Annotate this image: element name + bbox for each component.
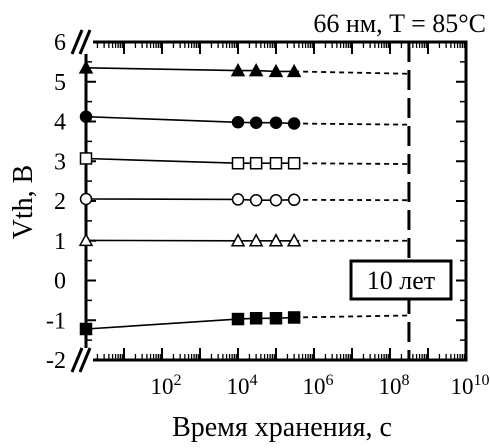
series-group: [78, 232, 409, 247]
data-point: [286, 233, 302, 247]
series-line: [85, 157, 295, 164]
x-tick-label: 108: [379, 372, 410, 399]
data-point: [249, 193, 263, 207]
data-point: [79, 110, 93, 123]
data-point: [231, 193, 245, 206]
y-tick-label: 6: [54, 30, 66, 56]
data-point: [231, 312, 245, 326]
x-tick-label: 106: [303, 372, 334, 399]
extrapolation-line: [294, 162, 409, 165]
data-point: [287, 117, 301, 130]
series-line: [85, 198, 295, 201]
data-point: [269, 193, 283, 207]
x-tick-label: 104: [227, 372, 258, 399]
data-point: [249, 156, 263, 170]
text-layer: 66 нм, T = 85°C Время хранения, с Vth, В…: [8, 9, 490, 443]
data-point: [231, 116, 245, 129]
series-line: [85, 67, 295, 73]
data-point: [230, 63, 246, 77]
plot-frame-layer: [70, 29, 468, 373]
data-point: [79, 322, 93, 336]
extrapolation-line: [294, 122, 409, 126]
extrapolation-line: [294, 70, 409, 75]
data-point: [231, 156, 245, 170]
data-point: [78, 60, 94, 74]
y-tick-label: -2: [46, 348, 66, 374]
ten-year-label: 10 лет: [367, 266, 435, 295]
data-point: [269, 312, 283, 325]
axis-break-mark: [78, 29, 92, 55]
series-group: [79, 311, 409, 336]
series-group: [79, 152, 409, 170]
data-point: [287, 156, 301, 170]
y-tick-label: 1: [54, 229, 66, 255]
data-point: [269, 156, 283, 170]
series-layer: [78, 60, 409, 336]
data-point: [287, 311, 301, 324]
y-tick-label: 2: [54, 189, 66, 215]
data-point: [248, 63, 264, 77]
x-tick-label: 1010: [451, 372, 490, 399]
data-point: [79, 192, 93, 206]
data-point: [248, 233, 264, 247]
y-tick-label: 4: [54, 110, 66, 136]
data-point: [79, 152, 93, 165]
data-point: [249, 116, 263, 129]
series-group: [78, 60, 409, 78]
extrapolation-line: [294, 314, 409, 319]
axis-break-mark: [70, 29, 84, 55]
data-point: [268, 63, 284, 78]
axis-break-mark: [78, 347, 92, 373]
data-point: [287, 193, 301, 207]
series-group: [79, 192, 409, 207]
data-point: [230, 233, 246, 247]
series-line: [85, 316, 295, 330]
chart-title: 66 нм, T = 85°C: [313, 9, 486, 38]
data-point: [249, 312, 263, 325]
y-tick-label: 0: [54, 269, 66, 295]
x-axis-label: Время хранения, с: [172, 412, 392, 443]
data-point: [78, 232, 94, 247]
ten-year-box: [349, 259, 453, 301]
data-point: [269, 116, 283, 129]
data-point: [286, 63, 302, 78]
series-group: [79, 110, 409, 130]
y-tick-label: 3: [54, 149, 66, 175]
annotation-layer: 10 лет: [349, 42, 453, 360]
x-tick-label: 102: [151, 372, 182, 399]
y-axis-label: Vth, В: [8, 165, 39, 240]
data-point: [268, 233, 284, 247]
y-tick-label: 5: [54, 70, 66, 96]
series-line: [85, 115, 295, 125]
y-tick-label: -1: [46, 308, 66, 334]
axis-break-mark: [70, 347, 84, 373]
